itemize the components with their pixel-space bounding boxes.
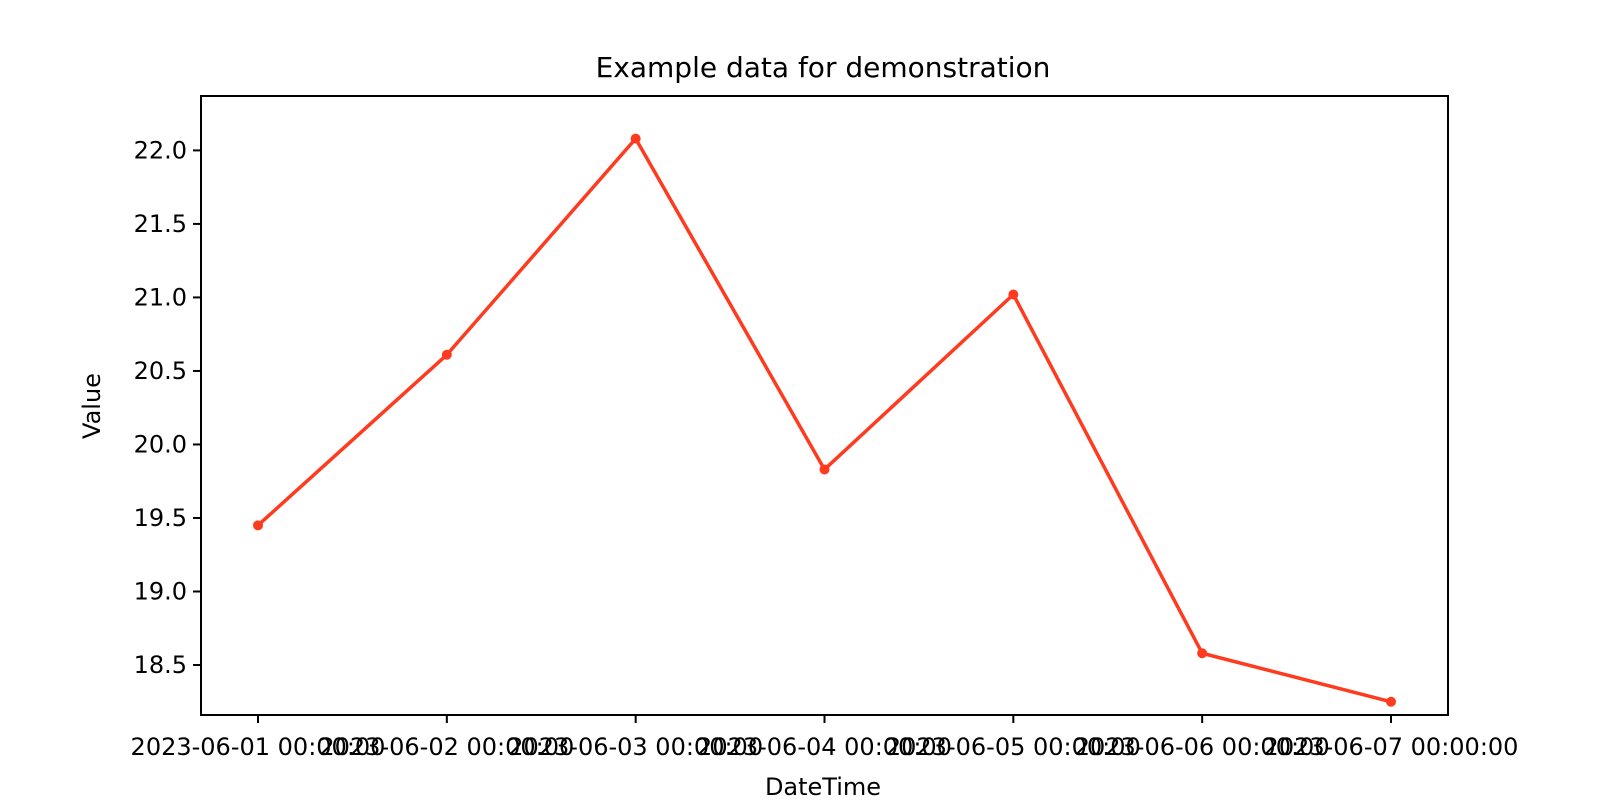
chart-title: Example data for demonstration <box>596 51 1051 84</box>
y-tick-label: 18.5 <box>134 651 187 679</box>
data-point <box>441 349 452 360</box>
y-tick-label: 21.0 <box>134 283 187 311</box>
data-point <box>1008 289 1019 300</box>
y-tick-label: 21.5 <box>134 210 187 238</box>
y-tick-label: 19.0 <box>134 577 187 605</box>
data-point <box>1197 648 1208 659</box>
x-tick-label: 2023-06-05 00:00:00 <box>886 733 1141 761</box>
plot-frame <box>200 95 1449 716</box>
x-tick-label: 2023-06-07 00:00:00 <box>1264 733 1519 761</box>
x-axis-label: DateTime <box>765 773 881 800</box>
y-tick-label: 20.0 <box>134 430 187 458</box>
x-tick-label: 2023-06-04 00:00:00 <box>697 733 952 761</box>
x-tick-label: 2023-06-01 00:00:00 <box>131 733 386 761</box>
y-tick-label: 22.0 <box>134 136 187 164</box>
data-point <box>253 520 263 531</box>
data-point <box>819 464 830 475</box>
plot-area: 18.5 19.0 19.5 20.0 20.5 21.0 21.5 22.0 2023-06-… <box>131 133 1519 761</box>
x-tick-label: 2023-06-06 00:00:00 <box>1075 733 1330 761</box>
data-point <box>1386 696 1396 707</box>
y-tick-label: 20.5 <box>134 357 187 385</box>
x-tick-label: 2023-06-02 00:00:00 <box>319 733 574 761</box>
y-axis-label: Value <box>78 373 106 439</box>
y-tick-label: 19.5 <box>134 504 187 532</box>
x-tick-label: 2023-06-03 00:00:00 <box>508 733 763 761</box>
data-point <box>630 133 641 144</box>
